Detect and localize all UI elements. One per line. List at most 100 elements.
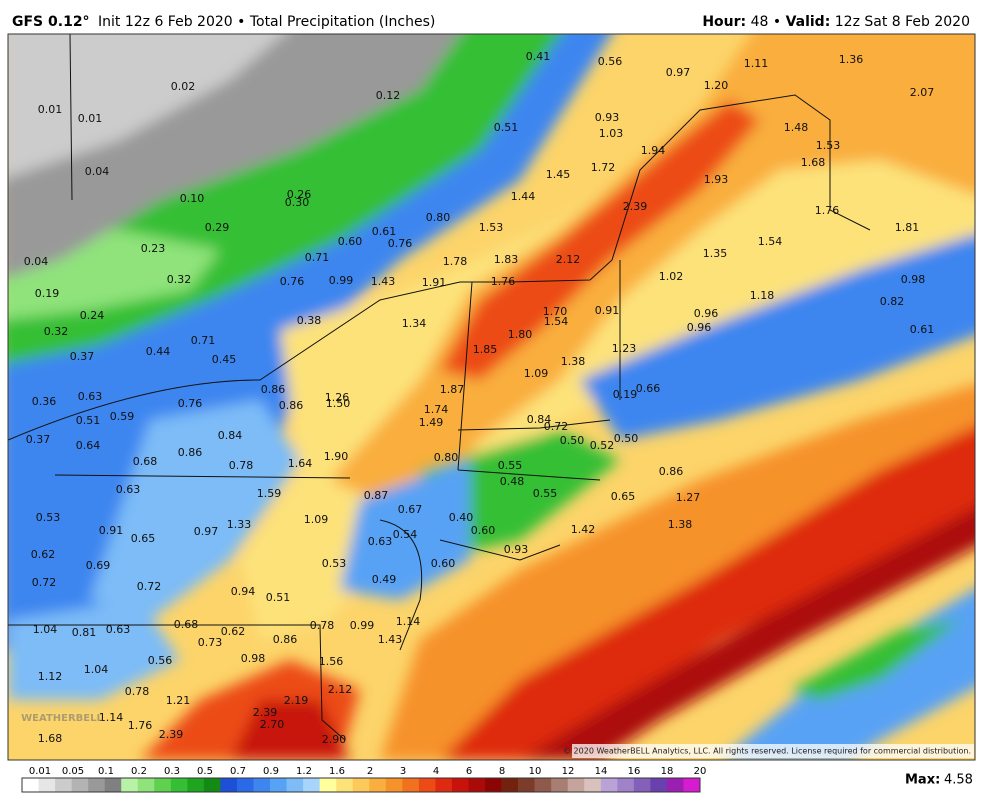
scale-cell <box>666 778 684 792</box>
precip-value: 1.43 <box>371 275 396 288</box>
precip-value: 0.78 <box>125 685 150 698</box>
scale-cell <box>468 778 486 792</box>
precip-value: 1.38 <box>561 355 586 368</box>
precip-value: 1.21 <box>166 694 191 707</box>
precip-value: 0.04 <box>24 255 49 268</box>
precip-value: 0.54 <box>393 528 418 541</box>
scale-tick-label: 20 <box>694 766 707 777</box>
watermark: WEATHERBELL <box>21 713 103 724</box>
precip-value: 1.14 <box>99 711 124 724</box>
scale-cell <box>137 778 155 792</box>
precip-value: 0.81 <box>72 626 97 639</box>
precip-value: 0.87 <box>364 489 389 502</box>
precip-value: 1.45 <box>546 168 571 181</box>
precip-value: 1.34 <box>402 317 427 330</box>
precip-value: 0.62 <box>31 548 56 561</box>
scale-cell <box>88 778 105 792</box>
scale-cell <box>319 778 337 792</box>
scale-cell <box>650 778 668 792</box>
precip-value: 0.63 <box>368 535 393 548</box>
precip-value: 1.56 <box>319 655 344 668</box>
scale-cell <box>600 778 618 792</box>
precip-value: 1.44 <box>511 190 536 203</box>
scale-tick-label: 1.6 <box>329 766 345 777</box>
precip-value: 0.76 <box>280 275 305 288</box>
precip-value: 0.66 <box>636 382 661 395</box>
scale-cell <box>38 778 56 792</box>
precip-value: 1.38 <box>668 518 693 531</box>
scale-cell <box>518 778 535 792</box>
precip-value: 0.61 <box>372 225 397 238</box>
scale-tick-label: 0.7 <box>230 766 246 777</box>
scale-tick-label: 4 <box>433 766 439 777</box>
precip-value: 0.72 <box>32 576 57 589</box>
precip-value: 0.19 <box>35 287 60 300</box>
borders <box>8 34 871 741</box>
precip-value: 1.68 <box>801 156 826 169</box>
scale-cell <box>567 778 585 792</box>
precip-value: 0.02 <box>171 80 196 93</box>
precip-value: 2.39 <box>253 706 278 719</box>
precip-value: 0.84 <box>218 429 243 442</box>
precip-value: 0.68 <box>174 618 199 631</box>
scale-cell <box>551 778 569 792</box>
scale-cell <box>154 778 172 792</box>
precip-value: 0.01 <box>78 112 103 125</box>
precip-value: 1.59 <box>257 487 282 500</box>
precip-value: 1.09 <box>304 513 329 526</box>
precip-value: 0.96 <box>694 307 719 320</box>
precip-value: 0.55 <box>533 487 558 500</box>
scale-tick-label: 18 <box>661 766 674 777</box>
precip-value: 2.12 <box>556 253 581 266</box>
precip-value: 1.94 <box>641 144 666 157</box>
precip-value: 0.56 <box>598 55 623 68</box>
scale-cell <box>402 778 420 792</box>
precip-value: 0.67 <box>398 503 423 516</box>
map-frame <box>7 33 976 761</box>
precip-value: 0.19 <box>613 388 638 401</box>
precip-value: 0.29 <box>205 221 230 234</box>
precip-value: 0.71 <box>191 334 216 347</box>
precip-value: 0.82 <box>880 295 905 308</box>
scale-cell <box>203 778 221 792</box>
scale-tick-label: 0.3 <box>164 766 180 777</box>
precip-value: 0.51 <box>266 591 291 604</box>
precip-value: 0.41 <box>526 50 551 63</box>
precip-value: 0.84 <box>527 413 552 426</box>
precip-value: 1.83 <box>494 253 519 266</box>
max-label: Max: <box>905 773 940 788</box>
precip-value: 0.99 <box>350 619 375 632</box>
scale-cell <box>617 778 635 792</box>
precip-value: 1.48 <box>784 121 809 134</box>
scale-cell <box>534 778 552 792</box>
precip-value: 1.64 <box>288 457 313 470</box>
precip-value: 1.42 <box>571 523 596 536</box>
precip-value: 1.35 <box>703 247 728 260</box>
scale-cell <box>55 778 72 792</box>
precip-value: 1.04 <box>33 623 58 636</box>
scale-tick-label: 12 <box>562 766 575 777</box>
precip-value: 0.62 <box>221 625 246 638</box>
scale-tick-label: 10 <box>529 766 542 777</box>
precip-value: 0.63 <box>106 623 131 636</box>
copyright: © 2020 WeatherBELL Analytics, LLC. All r… <box>563 747 971 756</box>
scale-cell <box>352 778 370 792</box>
precip-value: 0.52 <box>590 439 615 452</box>
precip-value: 0.30 <box>285 196 310 209</box>
precip-value: 0.80 <box>434 451 459 464</box>
scale-cell <box>220 778 238 792</box>
precip-value: 0.12 <box>376 89 401 102</box>
precip-value: 0.72 <box>137 580 162 593</box>
precip-value: 0.36 <box>32 395 57 408</box>
model-name: GFS 0.12° <box>12 14 90 30</box>
precip-value: 1.26 <box>325 391 350 404</box>
precip-value: 0.55 <box>498 459 523 472</box>
precip-value: 0.86 <box>178 446 203 459</box>
precip-value: 0.44 <box>146 345 171 358</box>
precip-value: 0.76 <box>178 397 203 410</box>
map-labels: 0.02 0.12 0.01 0.01 0.04 0.10 0.260.30 0.29 0.23… <box>24 50 935 746</box>
scale-cell <box>187 778 205 792</box>
precip-value: 0.32 <box>44 325 69 338</box>
precip-value: 1.68 <box>38 732 63 745</box>
